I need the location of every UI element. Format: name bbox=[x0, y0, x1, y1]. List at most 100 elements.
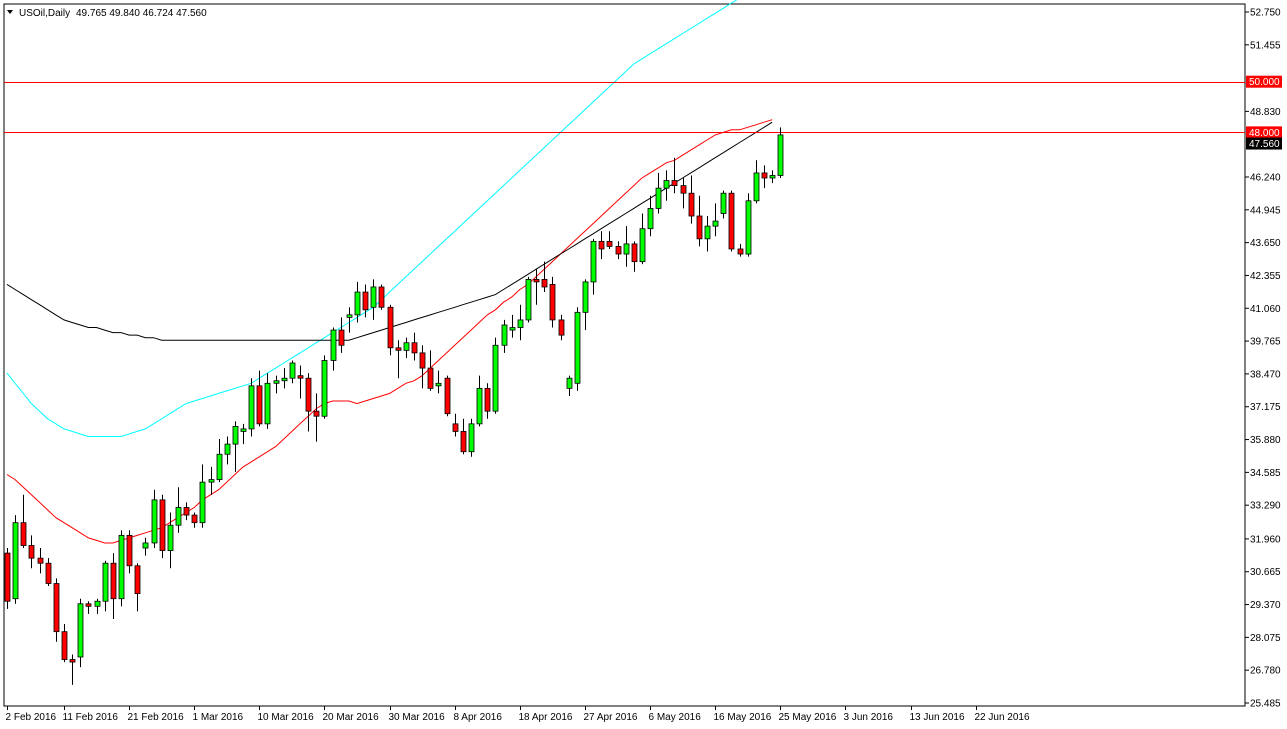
candle-body-bear bbox=[728, 192, 735, 250]
current-price-tag bbox=[1246, 137, 1282, 150]
candle-body-bull bbox=[264, 382, 271, 425]
candle-body-bear bbox=[484, 387, 491, 412]
price-axis[interactable]: 52.750 51.455 48.830 46.240 44.945 43.650 42.3… bbox=[1245, 8, 1282, 710]
candle-body-bull bbox=[199, 481, 206, 524]
y-tick-label: 28.075 bbox=[1250, 633, 1281, 644]
candle-body-bear bbox=[378, 286, 385, 308]
moving-averages bbox=[6, 0, 773, 544]
x-tick-label: 18 Apr 2016 bbox=[519, 712, 573, 723]
moving-average-line-0 bbox=[6, 119, 773, 544]
candle bbox=[28, 535, 35, 569]
candle-body-bull bbox=[663, 180, 670, 189]
candle-body-bear bbox=[444, 377, 451, 415]
candle-body-bull bbox=[77, 603, 84, 658]
candle bbox=[151, 489, 158, 549]
candle-body-bull bbox=[403, 342, 410, 351]
y-tick-label: 48.830 bbox=[1250, 107, 1281, 118]
y-tick-label: 38.470 bbox=[1250, 369, 1281, 380]
candle bbox=[688, 175, 695, 224]
time-axis[interactable]: 2 Feb 2016 11 Feb 2016 21 Feb 2016 1 Mar 20… bbox=[6, 706, 1030, 723]
candle-body-bear bbox=[680, 185, 687, 194]
plot-frame bbox=[3, 3, 1246, 707]
candle-body-bear bbox=[460, 431, 467, 453]
candle bbox=[720, 190, 727, 219]
candle-body-bull bbox=[655, 187, 662, 209]
y-tick-label: 35.880 bbox=[1250, 435, 1281, 446]
candle bbox=[110, 553, 117, 619]
candle-body-bull bbox=[321, 360, 328, 417]
candle-body-bull bbox=[582, 281, 589, 313]
candle bbox=[525, 276, 532, 323]
candle-body-bear bbox=[761, 172, 768, 179]
symbol-label: USOil,Daily bbox=[19, 8, 70, 19]
x-tick-label: 30 Mar 2016 bbox=[389, 712, 446, 723]
candle bbox=[395, 340, 402, 379]
candle bbox=[533, 269, 540, 305]
candle-body-bull bbox=[745, 200, 752, 255]
horizontal-levels[interactable] bbox=[4, 82, 1245, 133]
candle bbox=[615, 241, 622, 260]
candle bbox=[346, 307, 353, 333]
x-tick-label: 11 Feb 2016 bbox=[63, 712, 119, 723]
candle bbox=[248, 378, 255, 437]
candle bbox=[338, 317, 345, 353]
candle bbox=[224, 436, 231, 465]
candle-body-bear bbox=[631, 243, 638, 263]
candle-body-bear bbox=[126, 534, 133, 567]
candle bbox=[69, 654, 76, 685]
candle bbox=[208, 466, 215, 495]
candle-body-bull bbox=[167, 524, 174, 551]
candle-body-bull bbox=[525, 278, 532, 321]
candle bbox=[199, 464, 206, 528]
candle-body-bull bbox=[590, 240, 597, 283]
candle bbox=[680, 178, 687, 209]
candle bbox=[558, 314, 565, 341]
candle bbox=[273, 375, 280, 394]
candle-body-bull bbox=[517, 319, 524, 328]
candle bbox=[183, 502, 190, 521]
y-tick-label: 37.175 bbox=[1250, 402, 1281, 413]
candle bbox=[264, 373, 271, 429]
current-price-tag-label: 47.560 bbox=[1249, 139, 1280, 150]
candle-body-bull bbox=[566, 377, 573, 389]
candle-body-bull bbox=[175, 507, 182, 526]
candle-body-bear bbox=[549, 284, 556, 321]
candle bbox=[452, 413, 459, 437]
candle bbox=[623, 226, 630, 267]
plot-border bbox=[3, 3, 1246, 707]
candle bbox=[175, 487, 182, 533]
candle bbox=[509, 314, 516, 338]
candle bbox=[671, 157, 678, 194]
candle-body-bull bbox=[647, 208, 654, 230]
candle bbox=[362, 284, 369, 318]
candle-body-bull bbox=[435, 382, 442, 387]
candle-body-bear bbox=[305, 377, 312, 412]
candle bbox=[403, 337, 410, 358]
candle bbox=[354, 281, 361, 323]
candle bbox=[761, 165, 768, 189]
candle bbox=[159, 494, 166, 559]
candle bbox=[606, 231, 613, 249]
candle-body-bull bbox=[574, 311, 581, 384]
candle-body-bear bbox=[110, 562, 117, 600]
candle-body-bull bbox=[476, 387, 483, 425]
x-tick-label: 25 May 2016 bbox=[779, 712, 837, 723]
candle-body-bull bbox=[94, 600, 101, 607]
candle-body-bear bbox=[395, 347, 402, 351]
candle-body-bull bbox=[142, 542, 149, 549]
candle bbox=[411, 332, 418, 361]
candle bbox=[289, 360, 296, 384]
triangle-down-icon[interactable] bbox=[7, 10, 13, 14]
y-tick-label: 29.370 bbox=[1250, 600, 1281, 611]
candle bbox=[566, 375, 573, 396]
candle bbox=[387, 304, 394, 356]
candle bbox=[541, 261, 548, 293]
candle-body-bear bbox=[427, 367, 434, 389]
candle bbox=[142, 537, 149, 556]
candle bbox=[435, 370, 442, 394]
candle bbox=[45, 558, 52, 587]
candle-body-bear bbox=[191, 514, 198, 524]
candle-body-bull bbox=[216, 453, 223, 480]
